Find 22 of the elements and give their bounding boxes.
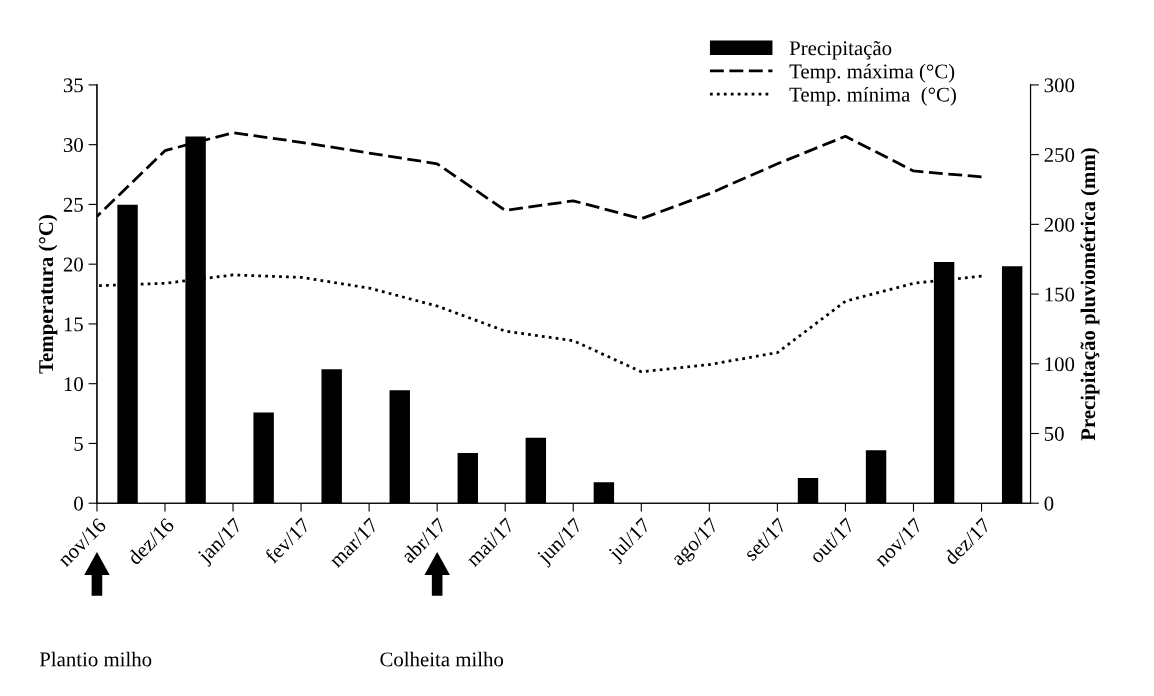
y2-tick-label: 0: [1044, 496, 1054, 511]
legend-label: Temp. máxima (°C): [789, 63, 955, 83]
y-tick-label: 30: [63, 138, 83, 153]
text: Colheita milho: [380, 651, 504, 667]
y-tick-label: 15: [64, 317, 83, 332]
y-tick-label: 10: [64, 377, 83, 392]
y-tick-label: 35: [63, 78, 83, 93]
legend-label: Temp. mínima (°C): [789, 86, 956, 106]
y-tick-label: 25: [63, 197, 83, 212]
y2-axis-title: Precipitação pluviométrica (mm): [1080, 148, 1100, 441]
y2-tick-label: 150: [1045, 287, 1075, 302]
y2-tick-label: 200: [1044, 217, 1075, 232]
y2-tick-label: 50: [1044, 426, 1064, 441]
y2-tick-label: 300: [1044, 78, 1075, 93]
y-tick-label: 0: [74, 496, 83, 511]
y-tick-label: 5: [74, 437, 83, 451]
text: Plantio milho: [39, 651, 152, 667]
y-axis-title: Temperatura (°C): [38, 215, 58, 374]
y-tick-label: 20: [63, 257, 83, 272]
y2-tick-label: 250: [1044, 148, 1075, 163]
y2-tick-label: 100: [1045, 357, 1075, 372]
legend-label: Precipitação: [789, 41, 892, 60]
